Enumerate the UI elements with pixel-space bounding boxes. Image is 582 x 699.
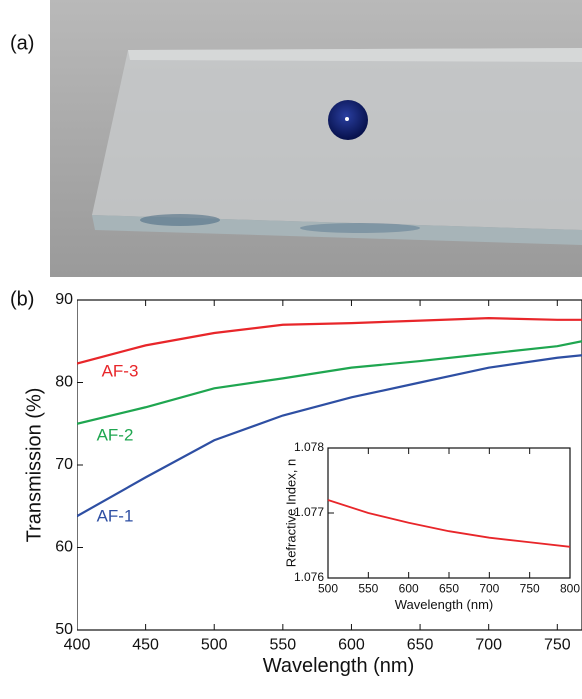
series-label: AF-1 xyxy=(97,506,134,525)
x-tick-label: 400 xyxy=(64,636,91,653)
x-tick-label: 750 xyxy=(520,582,540,596)
x-tick-label: 750 xyxy=(544,636,571,653)
y-tick-label: 1.078 xyxy=(294,440,324,454)
x-axis-label: Wavelength (nm) xyxy=(263,655,415,677)
x-tick-label: 650 xyxy=(439,582,459,596)
x-tick-label: 550 xyxy=(269,636,296,653)
x-axis-label: Wavelength (nm) xyxy=(395,597,494,612)
y-axis-label: Refractive Index, n xyxy=(283,459,298,567)
x-tick-label: 700 xyxy=(479,582,499,596)
figure: (a) (b) 400 450 500 550 600 650 700 750 50 60 70 80… xyxy=(0,0,582,694)
series-label: AF-2 xyxy=(97,425,134,444)
y-tick-label: 70 xyxy=(55,456,73,473)
x-tick-label: 650 xyxy=(407,636,434,653)
y-tick-label: 1.077 xyxy=(294,505,324,519)
y-tick-label: 80 xyxy=(55,374,73,391)
x-tick-label: 600 xyxy=(338,636,365,653)
x-tick-label: 500 xyxy=(201,636,228,653)
y-axis-label: Transmission (%) xyxy=(24,388,46,543)
panel-label: (a) xyxy=(10,32,34,54)
x-tick-label: 550 xyxy=(358,582,378,596)
x-tick-label: 800 xyxy=(560,582,580,596)
y-tick-label: 50 xyxy=(55,621,73,638)
x-tick-label: 700 xyxy=(475,636,502,653)
x-tick-label: 450 xyxy=(132,636,159,653)
plot-frame xyxy=(328,448,570,578)
series-label: AF-3 xyxy=(102,361,139,380)
panel-label: (b) xyxy=(10,288,34,310)
y-tick-label: 90 xyxy=(55,291,73,308)
y-tick-label: 60 xyxy=(55,539,73,556)
photo xyxy=(50,0,582,277)
y-tick-label: 1.076 xyxy=(294,570,324,584)
x-tick-label: 600 xyxy=(399,582,419,596)
